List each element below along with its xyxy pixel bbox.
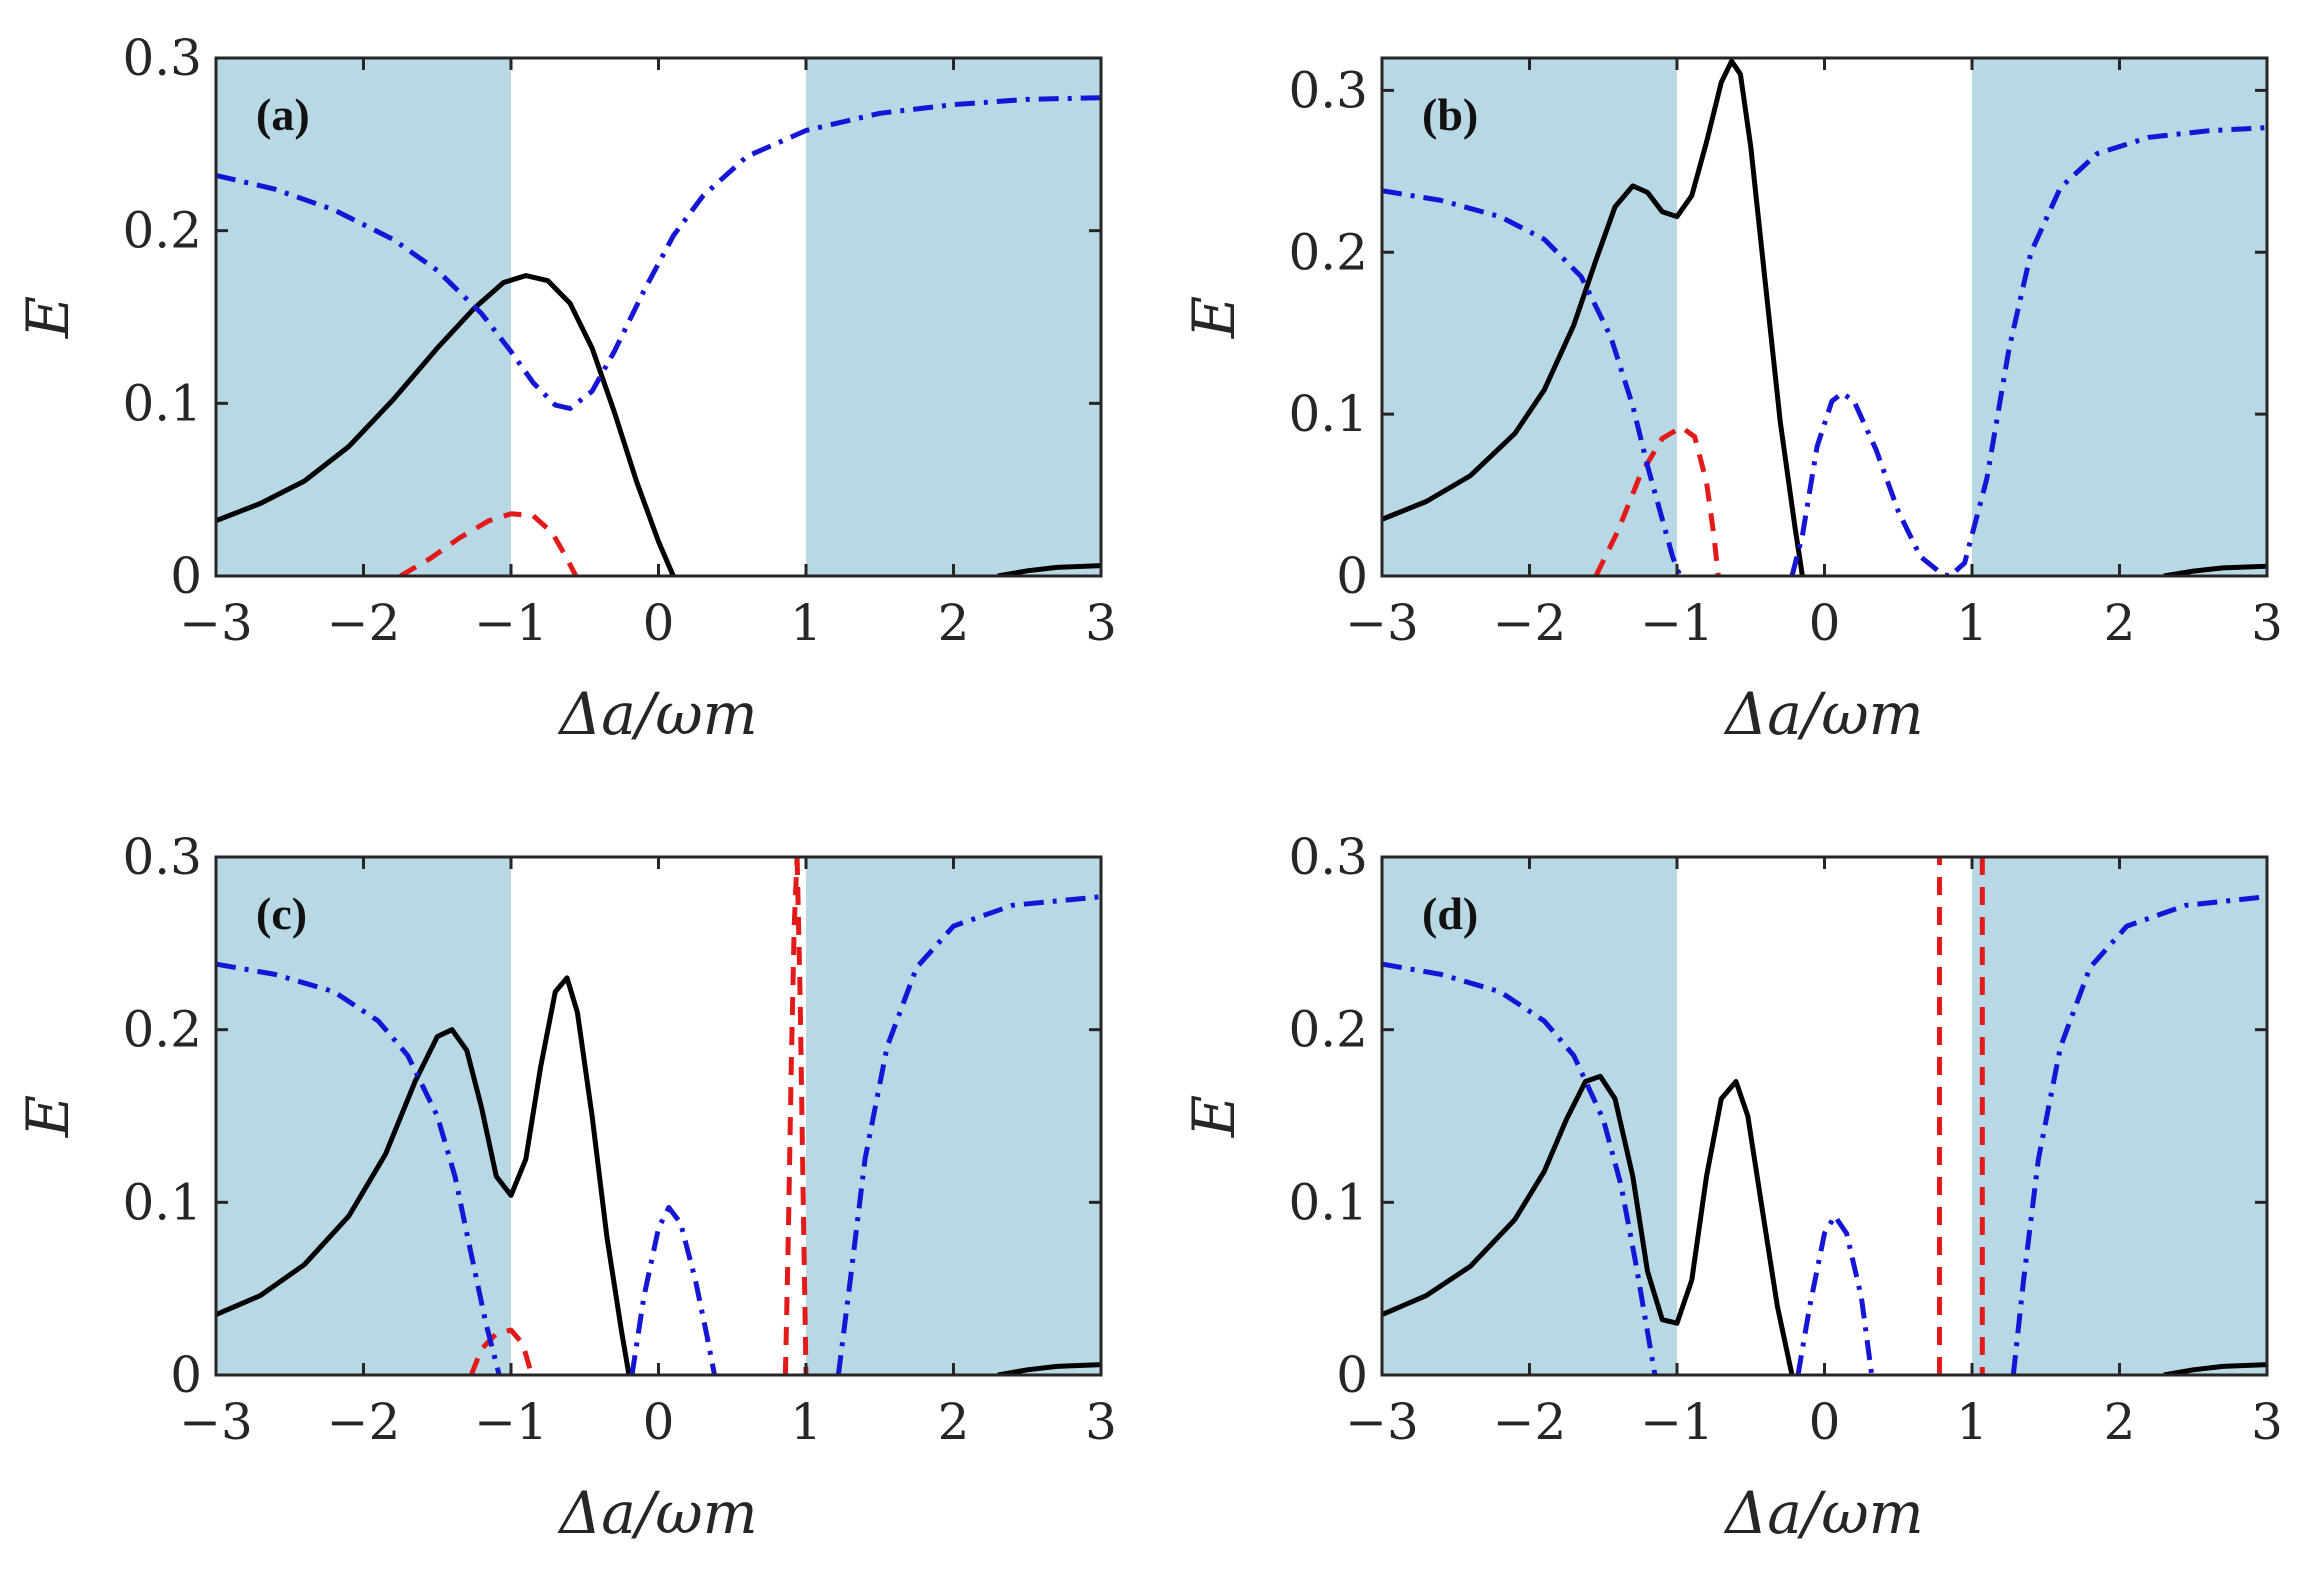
y-tick-label: 0.3: [1288, 828, 1368, 886]
series-dashed-line: [782, 857, 800, 1375]
x-tick-label: 2: [938, 594, 970, 652]
series-dashed-line: [1593, 424, 1721, 576]
panel-c: −3 −2 −1 0 1 2 3 0 0.1 0.2 0.3 Δa/ωm E (c): [14, 828, 1117, 1547]
series-solid-line: [2163, 1362, 2267, 1375]
x-tick-label: 1: [1956, 594, 1988, 652]
y-tick-label: 0.1: [122, 1173, 202, 1231]
y-tick-label: 0.2: [1288, 223, 1368, 281]
x-tick-label: 3: [2251, 594, 2283, 652]
series-dashdot-line: [216, 961, 502, 1375]
y-axis-label: E: [14, 296, 82, 339]
y-tick-label: 0: [170, 547, 202, 605]
x-tick-label: −2: [327, 1393, 401, 1451]
panels: −3 −2 −1 0 1 2 3 0 0.1 0.2 0.3 Δa/ωm E (a) −3 −2 −1 0 1 2 3 0…: [14, 29, 2283, 1547]
shaded-region: [806, 857, 1101, 1375]
series-dashdot-line: [2010, 894, 2267, 1375]
panel-label: (a): [256, 89, 310, 140]
x-tick-label: 3: [1085, 594, 1117, 652]
x-tick-label: −1: [474, 1393, 548, 1451]
series-solid-line: [2163, 563, 2267, 576]
x-tick-label: 0: [643, 1393, 675, 1451]
y-tick-label: 0: [1336, 1346, 1368, 1404]
y-axis-label: E: [14, 1095, 82, 1138]
series-solid-line: [997, 1362, 1101, 1375]
series-dashdot-line: [1382, 961, 1658, 1375]
shaded-region: [216, 857, 511, 1375]
panel-label: (c): [256, 888, 307, 939]
x-tick-label: 1: [790, 1393, 822, 1451]
panel-d: −3 −2 −1 0 1 2 3 0 0.1 0.2 0.3 Δa/ωm E (d): [1180, 828, 2283, 1547]
x-tick-label: 3: [2251, 1393, 2283, 1451]
x-tick-label: 0: [1809, 1393, 1841, 1451]
shaded-region: [1382, 58, 1677, 576]
series-dashdot-line: [1382, 188, 1683, 576]
x-axis-label: Δa/ωm: [557, 1479, 757, 1547]
x-tick-label: 0: [1809, 594, 1841, 652]
x-axis-label: Δa/ωm: [1723, 680, 1923, 748]
x-tick-label: 2: [938, 1393, 970, 1451]
panel-label: (d): [1422, 888, 1478, 939]
panel-b: −3 −2 −1 0 1 2 3 0 0.1 0.2 0.3 Δa/ωm E (b): [1180, 56, 2283, 748]
y-axis-label: E: [1180, 1095, 1248, 1138]
x-tick-label: −1: [1640, 1393, 1714, 1451]
shaded-region: [1382, 857, 1677, 1375]
x-tick-label: −3: [179, 1393, 253, 1451]
y-tick-label: 0: [170, 1346, 202, 1404]
shaded-region: [216, 58, 511, 576]
y-tick-label: 0.2: [122, 202, 202, 260]
x-tick-label: 1: [790, 594, 822, 652]
x-tick-label: −3: [1345, 1393, 1419, 1451]
x-tick-label: −3: [179, 594, 253, 652]
shaded-region: [806, 58, 1101, 576]
plot-area: [216, 857, 1101, 1375]
series-dashdot-line: [629, 1205, 717, 1375]
plot-area: [216, 95, 1101, 576]
series-solid-line: [1382, 58, 1805, 576]
series-solid-line: [216, 273, 676, 576]
series-solid-line: [1382, 1073, 1795, 1375]
x-tick-label: −2: [327, 594, 401, 652]
x-axis-label: Δa/ωm: [1723, 1479, 1923, 1547]
plot-area: [1382, 857, 2267, 1375]
y-tick-label: 0.3: [122, 828, 202, 886]
x-tick-label: −1: [1640, 594, 1714, 652]
y-tick-label: 0.3: [122, 29, 202, 87]
x-tick-label: 2: [2104, 1393, 2136, 1451]
y-axis-label: E: [1180, 296, 1248, 339]
series-dashed-line: [399, 511, 579, 576]
x-tick-label: −2: [1493, 1393, 1567, 1451]
y-tick-label: 0.2: [1288, 1001, 1368, 1059]
series-dashed-line: [794, 857, 809, 1375]
panel-a: −3 −2 −1 0 1 2 3 0 0.1 0.2 0.3 Δa/ωm E (a): [14, 29, 1117, 748]
y-tick-label: 0.1: [122, 374, 202, 432]
x-tick-label: −3: [1345, 594, 1419, 652]
series-solid-line: [997, 563, 1101, 576]
x-tick-label: −2: [1493, 594, 1567, 652]
shaded-region: [1972, 857, 2267, 1375]
x-tick-label: 3: [1085, 1393, 1117, 1451]
panel-label: (b): [1422, 89, 1478, 140]
y-tick-label: 0.1: [1288, 1173, 1368, 1231]
y-tick-label: 0.2: [122, 1001, 202, 1059]
x-tick-label: 1: [1956, 1393, 1988, 1451]
y-tick-label: 0: [1336, 547, 1368, 605]
y-tick-label: 0.1: [1288, 385, 1368, 443]
x-axis-label: Δa/ωm: [557, 680, 757, 748]
series-dashdot-line: [835, 894, 1101, 1375]
x-tick-label: 2: [2104, 594, 2136, 652]
x-tick-label: −1: [474, 594, 548, 652]
x-tick-label: 0: [643, 594, 675, 652]
y-tick-label: 0.3: [1288, 61, 1368, 119]
series-solid-line: [216, 975, 632, 1375]
series-dashdot-line: [216, 95, 1101, 411]
